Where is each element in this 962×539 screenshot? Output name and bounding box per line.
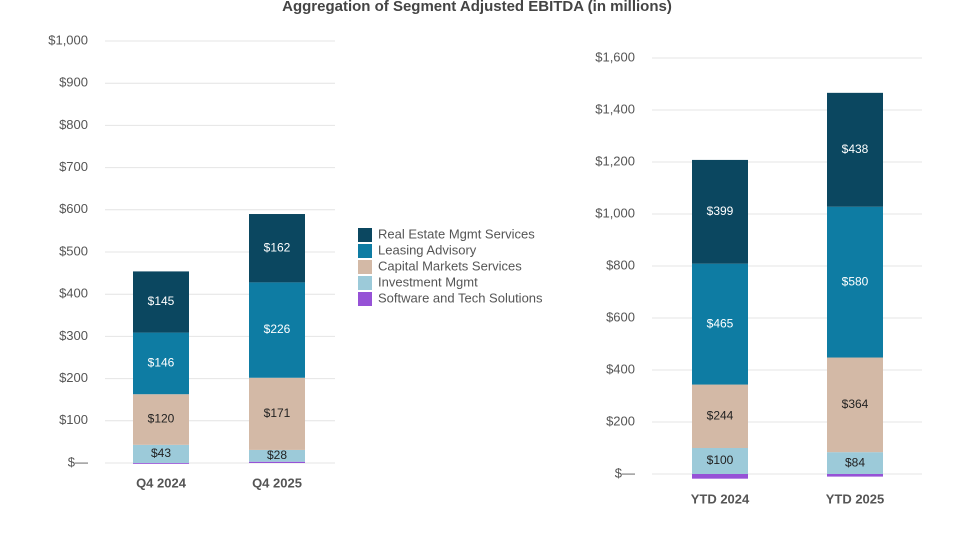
- y-tick-label: $800: [59, 117, 88, 132]
- y-tick-label: $—: [68, 454, 88, 469]
- bar-segment: [692, 474, 748, 479]
- y-tick-label: $400: [59, 286, 88, 301]
- bar-segment: [249, 282, 305, 378]
- value-label: $226: [264, 322, 291, 336]
- value-label: $84: [845, 455, 865, 469]
- bar-segment: [827, 206, 883, 358]
- x-tick-label: Q4 2025: [252, 475, 302, 490]
- value-label: $399: [707, 204, 734, 218]
- bar-segment: [692, 384, 748, 448]
- value-label: $465: [707, 316, 734, 330]
- value-label: $43: [151, 446, 171, 460]
- legend-label: Leasing Advisory: [378, 242, 477, 257]
- y-tick-label: $900: [59, 75, 88, 90]
- chart-title: Aggregation of Segment Adjusted EBITDA (…: [282, 0, 672, 15]
- y-tick-label: $1,000: [48, 32, 88, 47]
- legend-swatch: [358, 276, 372, 290]
- legend-label: Capital Markets Services: [378, 258, 522, 273]
- legend-swatch: [358, 244, 372, 258]
- bar-segment: [133, 463, 189, 464]
- bar-segment: [133, 271, 189, 333]
- bar-segment: [827, 92, 883, 207]
- bar-segment: [692, 263, 748, 385]
- y-tick-label: $200: [59, 370, 88, 385]
- value-label: $364: [842, 397, 869, 411]
- value-label: $145: [148, 294, 175, 308]
- bar-segment: [249, 461, 305, 463]
- value-label: $244: [707, 408, 734, 422]
- bar-segment: [133, 394, 189, 445]
- y-tick-label: $200: [606, 413, 635, 428]
- bar-segment: [827, 357, 883, 453]
- value-label: $146: [148, 356, 175, 370]
- legend-swatch: [358, 228, 372, 242]
- y-tick-label: $1,000: [595, 205, 635, 220]
- x-tick-label: YTD 2024: [691, 491, 750, 506]
- y-tick-label: $1,200: [595, 153, 635, 168]
- value-label: $162: [264, 240, 291, 254]
- bar-segment: [249, 214, 305, 283]
- value-label: $100: [707, 453, 734, 467]
- value-label: $580: [842, 274, 869, 288]
- y-tick-label: $600: [59, 201, 88, 216]
- y-tick-label: $1,400: [595, 101, 635, 116]
- legend-label: Software and Tech Solutions: [378, 290, 543, 305]
- value-label: $171: [264, 406, 291, 420]
- value-label: $28: [267, 448, 287, 462]
- bar-segment: [133, 332, 189, 395]
- bar-segment: [249, 377, 305, 450]
- bar-segment: [827, 474, 883, 477]
- y-tick-label: $800: [606, 257, 635, 272]
- legend-swatch: [358, 260, 372, 274]
- y-tick-label: $600: [606, 309, 635, 324]
- x-tick-label: Q4 2024: [136, 475, 187, 490]
- y-tick-label: $500: [59, 243, 88, 258]
- y-tick-label: $100: [59, 412, 88, 427]
- y-tick-label: $400: [606, 361, 635, 376]
- value-label: $438: [842, 142, 869, 156]
- x-tick-label: YTD 2025: [826, 491, 885, 506]
- value-label: $120: [148, 412, 175, 426]
- y-tick-label: $—: [615, 465, 635, 480]
- bar-segment: [827, 452, 883, 474]
- y-tick-label: $1,600: [595, 49, 635, 64]
- legend-label: Investment Mgmt: [378, 274, 478, 289]
- y-tick-label: $300: [59, 328, 88, 343]
- bar-segment: [692, 448, 748, 474]
- bar-segment: [249, 449, 305, 462]
- legend-swatch: [358, 292, 372, 306]
- bar-segment: [133, 444, 189, 463]
- y-tick-label: $700: [59, 159, 88, 174]
- bar-segment: [692, 159, 748, 264]
- legend-label: Real Estate Mgmt Services: [378, 226, 535, 241]
